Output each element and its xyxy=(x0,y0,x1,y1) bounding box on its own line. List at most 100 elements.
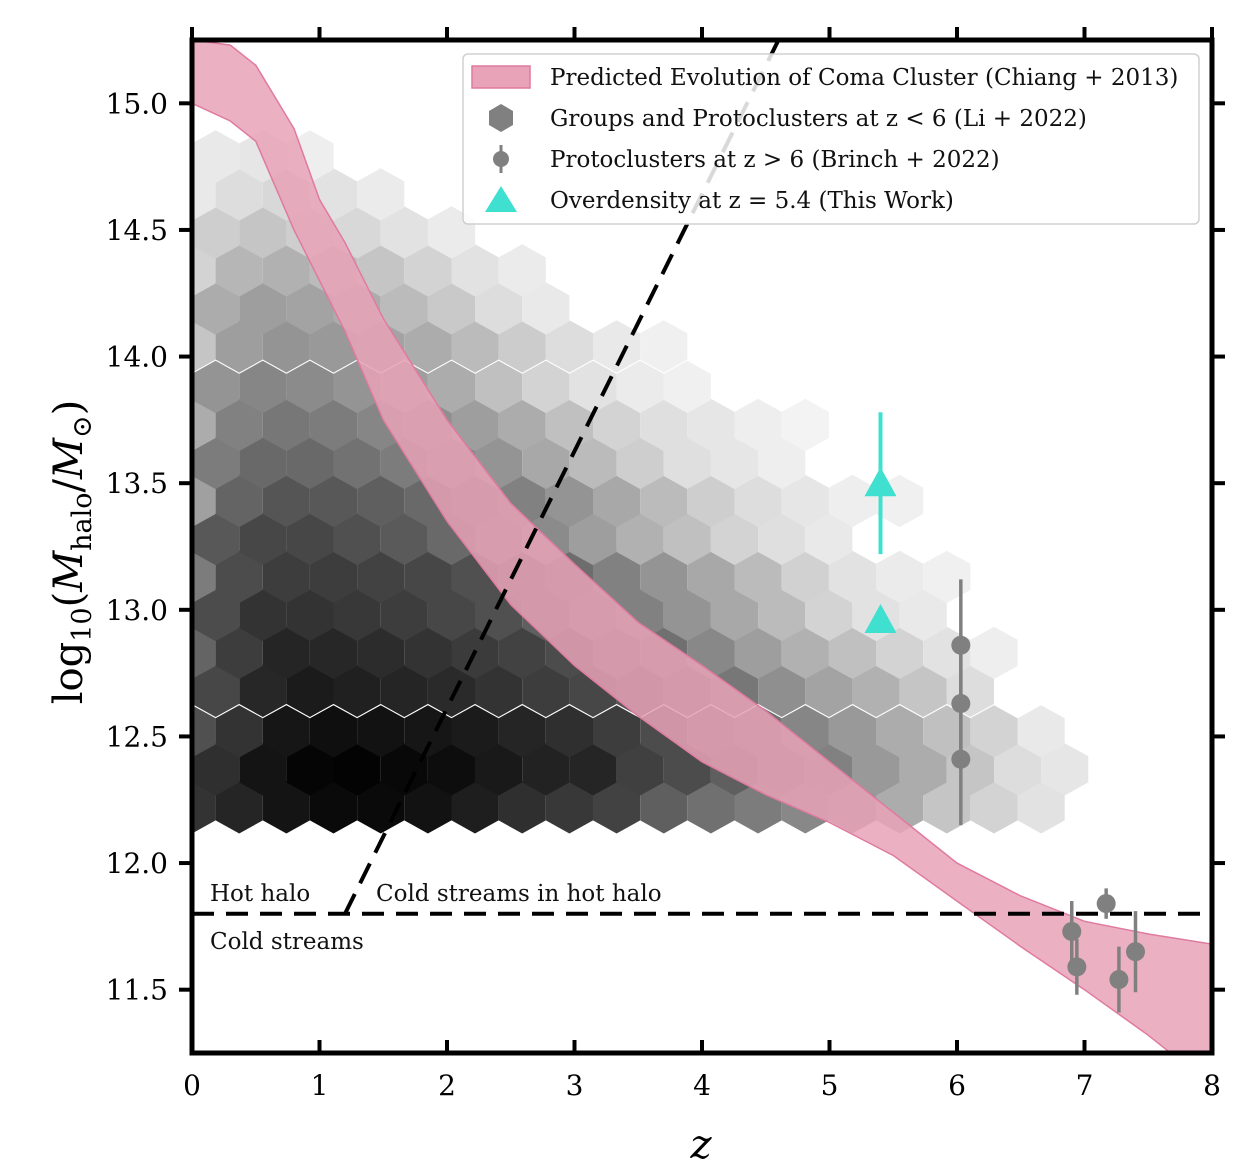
hexbin-cell-r9-c7 xyxy=(522,436,570,490)
hexbin-cell-r4-c0 xyxy=(192,626,216,679)
hexbin-cell-r11-c1 xyxy=(239,360,287,414)
annotation-hot-halo: Hot halo xyxy=(210,881,310,907)
hexbin-cell-r6-c15 xyxy=(876,550,924,604)
y-title-m: M xyxy=(46,550,92,593)
x-tick-label-8: 8 xyxy=(1203,1069,1221,1102)
hexbin-cell-r10-c3 xyxy=(309,398,358,452)
hexbin-cell-r0-c9 xyxy=(593,781,641,834)
y-tick-label-7: 15.0 xyxy=(106,87,168,120)
hexbin-cell-r6-c3 xyxy=(309,550,358,604)
hexbin-cell-r4-c12 xyxy=(734,626,782,679)
hexbin-cell-r11-c8 xyxy=(569,360,617,414)
hexbin-cell-r11-c9 xyxy=(616,360,664,414)
coma-evolution-band xyxy=(192,40,1212,1053)
hexbin-cell-r7-c8 xyxy=(569,512,617,566)
hexbin-cell-r5-c11 xyxy=(710,588,759,642)
legend-label-coma: Predicted Evolution of Coma Cluster (Chi… xyxy=(550,65,1178,91)
protocluster-point-6 xyxy=(1109,970,1129,990)
hexbin-cell-r3-c0 xyxy=(192,664,240,717)
hexbin-cell-r0-c16 xyxy=(923,781,971,834)
protocluster-point-3 xyxy=(1062,921,1082,941)
hexbin-cell-r2-c17 xyxy=(970,705,1018,758)
y-title-slash: / xyxy=(46,478,92,492)
annotation-cold-streams: Cold streams xyxy=(210,929,364,955)
hexbin-cell-r7-c12 xyxy=(758,512,806,566)
hexbin-cell-r1-c4 xyxy=(380,743,428,796)
hexbin-cell-r14-c0 xyxy=(192,244,216,297)
hexbin-cell-r3-c4 xyxy=(380,664,428,717)
hexbin-cell-r2-c2 xyxy=(262,705,310,758)
hexbin-cell-r12-c5 xyxy=(404,320,452,373)
hexbin-cell-r0-c2 xyxy=(262,781,310,834)
x-tick-label-2: 2 xyxy=(438,1069,456,1102)
hexbin-cell-r13-c2 xyxy=(286,282,334,335)
hexbin-cell-r10-c6 xyxy=(451,398,499,452)
hexbin-cell-r8-c2 xyxy=(262,474,310,528)
hexbin-cell-r6-c13 xyxy=(781,550,829,604)
hexbin-cell-r3-c12 xyxy=(758,664,806,717)
hexbin-cell-r3-c14 xyxy=(852,664,900,717)
x-tick-label-1: 1 xyxy=(311,1069,329,1102)
hexbin-cell-r1-c7 xyxy=(522,743,570,796)
x-tick-label-7: 7 xyxy=(1076,1069,1094,1102)
hexbin-cell-r2-c6 xyxy=(451,705,499,758)
hexbin-cell-r1-c14 xyxy=(852,743,900,796)
y-tick-label-1: 12.0 xyxy=(106,847,168,880)
hexbin-cell-r8-c3 xyxy=(309,474,358,528)
y-title-sub-halo: halo xyxy=(67,492,98,550)
hexbin-cell-r10-c13 xyxy=(781,398,829,452)
hexbin-cell-r4-c1 xyxy=(215,626,263,679)
hexbin-cell-r1-c1 xyxy=(239,743,287,796)
overdensity-triangle-0 xyxy=(864,467,897,497)
hexbin-cell-r9-c8 xyxy=(569,436,617,490)
hexbin-cell-r0-c17 xyxy=(970,781,1018,834)
protocluster-point-5 xyxy=(1096,894,1116,914)
coma-band-area xyxy=(192,40,1212,1053)
legend-triangle-marker xyxy=(485,186,517,212)
hexbin-cell-r0-c18 xyxy=(1017,781,1065,834)
x-tick-label-4: 4 xyxy=(693,1069,711,1102)
hexbin-cell-r8-c14 xyxy=(828,474,876,528)
hexbin-cell-r7-c4 xyxy=(380,512,428,566)
hexbin-cell-r16-c1 xyxy=(215,168,263,221)
hexbin-cell-r2-c18 xyxy=(1017,705,1065,758)
hexbin-cell-r1-c5 xyxy=(427,743,476,796)
hexbin-cell-r15-c0 xyxy=(192,206,240,259)
y-tick-label-6: 14.5 xyxy=(106,214,168,247)
hexbin-cell-r6-c14 xyxy=(828,550,876,604)
y-tick-label-2: 12.5 xyxy=(106,720,168,753)
hexbin-cell-r2-c8 xyxy=(545,705,593,758)
hexbin-cell-r3-c1 xyxy=(239,664,287,717)
hexbin-cell-r8-c11 xyxy=(687,474,735,528)
hexbin-cell-r3-c3 xyxy=(333,664,381,717)
hexbin-cell-r14-c1 xyxy=(215,244,263,297)
protocluster-point-4 xyxy=(1067,957,1087,977)
y-tick-label-3: 13.0 xyxy=(106,594,168,627)
hexbin-cell-r13-c6 xyxy=(475,282,523,335)
hexbin-cell-r9-c10 xyxy=(663,436,711,490)
hexbin-cell-r0-c11 xyxy=(687,781,735,834)
hexbin-cell-r10-c9 xyxy=(593,398,641,452)
hexbin-cell-r10-c7 xyxy=(498,398,546,452)
hexbin-cell-r9-c2 xyxy=(286,436,334,490)
hexbin-cell-r3-c15 xyxy=(899,664,947,717)
axes: 0 1 2 3 4 5 6 7 8 11.5 12.0 12.5 13.0 13.5 14.0 14.5 15.… xyxy=(106,27,1225,1102)
hexbin-cell-r0-c3 xyxy=(309,781,358,834)
protocluster-point-7 xyxy=(1126,942,1145,962)
hexbin-cell-r7-c1 xyxy=(239,512,287,566)
hexbin-cell-r6-c5 xyxy=(404,550,452,604)
hexbin-cell-r6-c12 xyxy=(734,550,782,604)
hexbin-cell-r9-c11 xyxy=(710,436,759,490)
protocluster-point-2 xyxy=(951,749,971,769)
y-title-open-paren: ( xyxy=(46,592,92,608)
hexbin-cell-r1-c15 xyxy=(899,743,947,796)
hexbin-cell-r5-c3 xyxy=(333,588,381,642)
hexbin-cell-r2-c7 xyxy=(498,705,546,758)
y-title-sub-sun: ⊙ xyxy=(67,415,98,438)
hexbin-cell-r10-c12 xyxy=(734,398,782,452)
hexbin-cell-r2-c15 xyxy=(876,705,924,758)
hexbin-cell-r3-c7 xyxy=(522,664,570,717)
hexbin-cell-r5-c4 xyxy=(380,588,428,642)
x-tick-label-0: 0 xyxy=(183,1069,201,1102)
